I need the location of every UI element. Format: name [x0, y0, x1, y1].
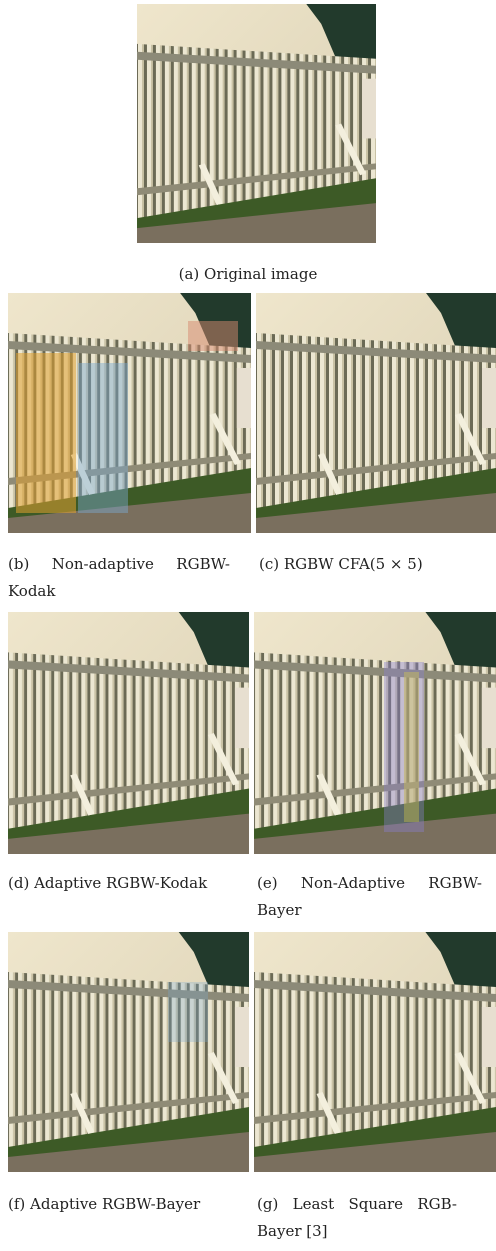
caption: (a) Original image [0, 261, 496, 288]
panel-image [256, 293, 496, 533]
caption: (e) Non-Adaptive RGBW-Bayer [257, 870, 482, 924]
panel-image [254, 932, 496, 1172]
caption: (g) Least Square RGB-Bayer [3] [257, 1191, 457, 1245]
caption: (d) Adaptive RGBW-Kodak [8, 870, 230, 897]
page: (a) Original image (b) Non-adaptive RGBW… [0, 0, 496, 1251]
panel-image [137, 4, 376, 243]
caption: (f) Adaptive RGBW-Bayer [8, 1191, 206, 1218]
panel-image [8, 293, 251, 533]
caption: (c) RGBW CFA(5 × 5) [259, 551, 489, 578]
panel-image [8, 932, 249, 1172]
panel-image [254, 612, 496, 854]
panel-image [8, 612, 249, 854]
caption: (b) Non-adaptive RGBW-Kodak [8, 551, 230, 605]
